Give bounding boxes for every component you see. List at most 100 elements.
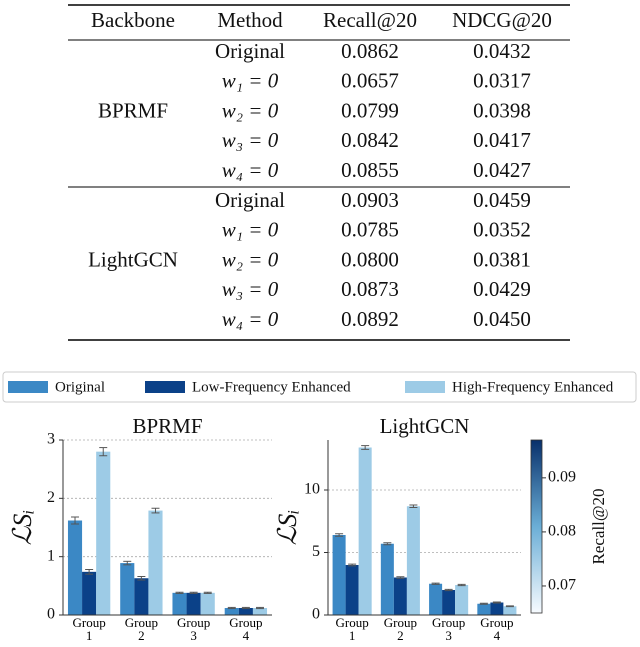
method-cell: w₃ = 0 [222,277,279,301]
table-cell: 0.0432 [473,39,531,63]
error-bar [99,447,108,457]
table-cell: 0.0657 [341,69,399,93]
table-cell: 0.0862 [341,39,399,63]
method-cell: w₁ = 0 [222,218,279,242]
bar [200,592,215,615]
bar [393,577,407,615]
bar [477,603,491,615]
table-cell: 0.0352 [473,218,531,242]
y-tick-label: 1 [47,547,55,564]
table-cell: 0.0381 [473,247,531,271]
table-cell: 0.0903 [341,188,399,212]
error-bar [241,606,250,610]
error-bar [396,576,405,579]
method-cell: w₂ = 0 [222,98,279,122]
bar [96,451,111,615]
colorbar-tick-label: 0.07 [548,577,576,594]
bar [455,585,469,615]
error-bar [431,582,440,585]
x-tick-label: Group 4 [480,616,514,642]
error-bar [457,583,466,587]
x-tick-label-box: Group 4 [480,616,514,642]
x-tick-label-box: Group 1 [335,616,369,642]
backbone-cell: BPRMF [98,98,168,122]
error-bar [348,563,357,567]
bar [380,543,394,615]
method-cell: w₄ = 0 [222,158,279,182]
method-cell: w₁ = 0 [222,69,279,93]
error-bar [479,602,488,605]
bar [172,592,187,615]
x-tick-label: Group 2 [383,616,417,642]
x-tick-label: Group 4 [229,616,263,642]
table-cell: 0.0892 [341,307,399,331]
legend-label: Original [55,379,105,395]
error-bar [492,601,501,604]
error-bar [203,591,212,594]
x-tick-label-box: Group 2 [125,616,158,642]
y-axis-label: ℒSᵢ [273,510,302,546]
error-bar [361,445,370,450]
bar [332,535,346,615]
error-bar [137,576,146,581]
table-cell: 0.0873 [341,277,399,301]
x-tick-label: Group 1 [72,616,106,642]
colorbar-tick-label: 0.09 [548,469,576,486]
y-tick-label: 0 [312,606,320,623]
error-bar [409,504,418,508]
x-tick-label-box: Group 2 [383,616,417,642]
bar [345,565,359,615]
x-tick-label: Group 1 [335,616,369,642]
error-bar [444,588,453,592]
colorbar [530,439,543,614]
error-bar [151,507,160,514]
error-bar [255,606,264,610]
chart-title: LightGCN [380,414,470,438]
bar [67,520,83,615]
bar [358,447,372,615]
table-cell: 0.0842 [341,128,399,152]
bar [490,602,504,615]
table-header: Method [217,8,283,32]
bar [224,608,239,615]
table-cell: 0.0429 [473,277,531,301]
method-cell: w₂ = 0 [222,247,279,271]
table-cell: 0.0427 [473,158,531,182]
table-cell: 0.0398 [473,98,531,122]
bar [442,590,456,615]
table-cell: 0.0417 [473,128,531,152]
table-cell: 0.0317 [473,69,531,93]
error-bar [383,542,392,546]
bar [134,578,149,615]
bar [252,608,268,615]
y-tick-label: 10 [304,481,320,498]
method-cell: Original [215,188,285,212]
bar [82,571,97,615]
method-cell: w₄ = 0 [222,307,279,331]
table-header: Backbone [91,8,175,32]
legend-label: Low-Frequency Enhanced [192,379,351,395]
error-bar [175,591,184,594]
y-axis-label: ℒSᵢ [8,510,37,546]
error-bar [227,606,236,610]
error-bar [335,533,344,537]
error-bar [505,605,514,608]
legend-swatch [405,381,445,393]
method-cell: Original [215,39,285,63]
bar [120,563,135,615]
table-cell: 0.0800 [341,247,399,271]
x-tick-label-box: Group 1 [72,616,106,642]
error-bar [71,516,80,525]
table-header: Recall@20 [323,8,417,32]
x-tick-label-box: Group 3 [177,616,210,642]
legend-box [2,371,637,403]
colorbar-tick-label: 0.08 [548,523,576,540]
legend-swatch [8,381,48,393]
table-cell: 0.0799 [341,98,399,122]
y-tick-label: 3 [47,431,55,448]
bar [238,608,253,615]
error-bar [123,560,132,566]
table-cell: 0.0459 [473,188,531,212]
